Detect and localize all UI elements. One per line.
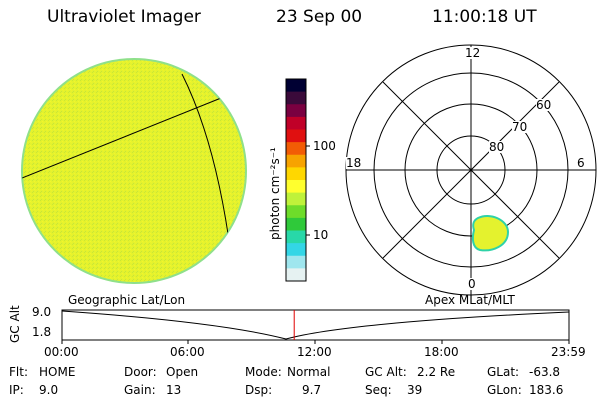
colorbar-tick-label-100: 100 <box>313 139 336 153</box>
mlt-label-6: 6 <box>577 156 585 170</box>
glat-value: -63.8 <box>529 365 561 379</box>
mode-value: Normal <box>287 365 331 379</box>
dsp-value: 9.7 <box>302 383 322 397</box>
mode-label: Mode: <box>245 365 282 379</box>
glon-value: 183.6 <box>529 383 564 397</box>
mlt-label-0: 0 <box>468 277 476 291</box>
y-tick-label-9: 9.0 <box>32 305 52 319</box>
x-tick-label-2359: 23:59 <box>551 345 586 359</box>
lat-label-60: 60 <box>536 98 552 112</box>
colorbar-band <box>286 129 306 143</box>
glon-label: GLon: <box>487 383 522 397</box>
ip-label: IP: <box>9 383 24 397</box>
lat-label-80: 80 <box>489 140 505 154</box>
colorbar-band <box>286 180 306 194</box>
mlt-label-18: 18 <box>346 156 362 170</box>
seq-label: Seq: <box>365 383 392 397</box>
gc-alt-label: GC Alt: <box>365 365 407 379</box>
colorbar-band <box>286 154 306 168</box>
gc-alt-axis-title: GC Alt <box>8 305 22 343</box>
lat-label-70: 70 <box>512 120 528 134</box>
timeline-plot <box>61 309 570 344</box>
instrument-title: Ultraviolet Imager <box>47 7 201 27</box>
x-tick-label-00: 00:00 <box>44 345 79 359</box>
gc-alt-value: 2.2 Re <box>417 365 456 379</box>
filter-label: Flt: <box>9 365 28 379</box>
glat-label: GLat: <box>487 365 520 379</box>
colorbar <box>286 79 306 282</box>
colorbar-band <box>286 217 306 231</box>
x-tick-label-18: 18:00 <box>424 345 459 359</box>
earth-image-disk <box>21 58 247 284</box>
colorbar-band <box>286 268 306 282</box>
x-tick-label-06: 06:00 <box>170 345 205 359</box>
colorbar-band <box>286 104 306 118</box>
image-time: 11:00:18 UT <box>432 7 537 27</box>
colorbar-band <box>286 192 306 206</box>
filter-value: HOME <box>39 365 76 379</box>
mlt-label-12: 12 <box>465 46 481 60</box>
colorbar-band <box>286 205 306 219</box>
ip-value: 9.0 <box>39 383 59 397</box>
apex-caption: Apex MLat/MLT <box>425 293 515 307</box>
colorbar-band <box>286 167 306 181</box>
colorbar-band <box>286 116 306 130</box>
polar-plot <box>345 44 597 296</box>
timeline-frame <box>61 309 570 341</box>
colorbar-band <box>286 142 306 156</box>
geographic-caption: Geographic Lat/Lon <box>68 293 186 307</box>
image-date: 23 Sep 00 <box>276 7 363 27</box>
colorbar-frame <box>285 78 307 282</box>
geographic-grid-line <box>22 91 237 179</box>
gain-label: Gain: <box>124 383 156 397</box>
x-tick-label-12: 12:00 <box>297 345 332 359</box>
door-value: Open <box>166 365 199 379</box>
colorbar-tick-label-10: 10 <box>313 228 329 242</box>
auroral-emission-patch <box>471 214 510 252</box>
colorbar-band <box>286 255 306 269</box>
dsp-label: Dsp: <box>245 383 273 397</box>
altitude-curve <box>61 310 570 340</box>
gain-value: 13 <box>166 383 182 397</box>
y-tick-label-1-8: 1.8 <box>32 325 52 339</box>
colorbar-band <box>286 91 306 105</box>
colorbar-band <box>286 243 306 257</box>
seq-value: 39 <box>407 383 423 397</box>
colorbar-band <box>286 230 306 244</box>
colorbar-unit-label: photon cm⁻²s⁻¹ <box>268 147 282 240</box>
polar-diagonal <box>382 81 560 259</box>
door-label: Door: <box>124 365 157 379</box>
colorbar-band <box>286 79 306 93</box>
